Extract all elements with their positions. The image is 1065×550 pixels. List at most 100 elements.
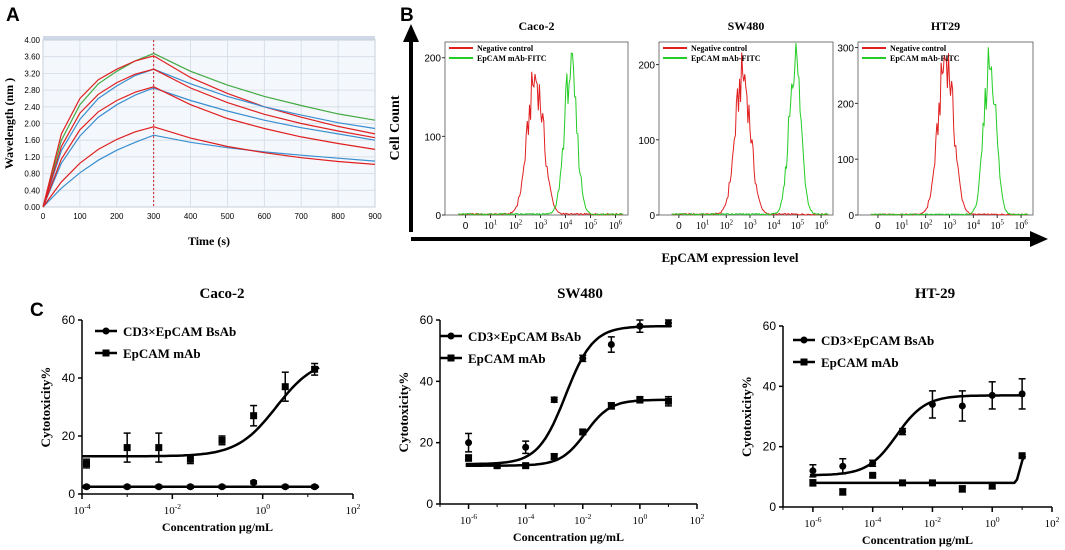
- x-tick-label: 10-6: [804, 515, 821, 530]
- cytotoxicity-y-label: Cytotoxicity%: [38, 367, 53, 448]
- y-tick-label: 60: [420, 313, 434, 327]
- arrow-head-up: [403, 24, 419, 42]
- legend-label: EpCAM mAb-FITC: [477, 54, 547, 63]
- legend-marker-square: [102, 349, 110, 357]
- x-tick-label: 100: [985, 515, 1000, 530]
- bsab-data-point: [155, 483, 163, 491]
- concentration-label: Concentration μg/mL: [162, 520, 273, 534]
- y-tick-label: 40: [763, 379, 777, 393]
- x-tick-label: 106: [814, 220, 828, 233]
- legend-label: EpCAM mAb: [123, 346, 201, 361]
- x-tick-label: 105: [584, 220, 598, 233]
- x-tick-label: 0: [875, 221, 881, 232]
- legend-marker-square: [447, 354, 455, 362]
- x-tick-label: 102: [690, 512, 705, 527]
- mab-data-point: [186, 455, 194, 463]
- concentration-label: Concentration μg/mL: [862, 533, 973, 547]
- series-line-6: [42, 86, 376, 208]
- bsab-data-point: [83, 483, 91, 491]
- mab-data-point: [218, 436, 226, 444]
- x-tick-label: 300: [147, 212, 161, 221]
- x-tick-label: 104: [967, 220, 981, 233]
- x-tick-label: 106: [609, 220, 623, 233]
- legend-label: EpCAM mAb: [821, 355, 899, 370]
- panel-label-c: C: [30, 300, 44, 321]
- legend-label: Negative control: [691, 44, 748, 53]
- x-tick-label: 400: [184, 212, 198, 221]
- x-tick-label: 103: [743, 220, 757, 233]
- x-tick-label: 102: [1045, 515, 1060, 530]
- bsab-data-point: [664, 319, 672, 327]
- mab-data-point: [311, 365, 319, 373]
- y-tick-label: 0.00: [24, 203, 40, 212]
- x-tick-label: 100: [73, 212, 87, 221]
- y-tick-label: 0.80: [24, 170, 40, 179]
- bsab-data-point: [928, 400, 936, 408]
- series-line-1: [42, 52, 376, 208]
- bsab-data-point: [123, 483, 131, 491]
- y-tick-label: 4.00: [24, 36, 40, 45]
- y-tick-label: 1.20: [24, 153, 40, 162]
- y-tick-label: 200: [424, 54, 441, 65]
- legend-label: CD3×EpCAM BsAb: [123, 324, 236, 339]
- x-tick-label: 100: [255, 502, 270, 517]
- mab-data-point: [899, 479, 907, 487]
- x-tick-label: 101: [484, 220, 497, 233]
- legend-label: EpCAM mAb-FITC: [691, 54, 761, 63]
- x-tick-label: 0: [676, 221, 682, 232]
- x-tick-label: 102: [509, 220, 523, 233]
- panel-label-b: B: [400, 5, 414, 26]
- mab-data-point: [83, 460, 91, 468]
- y-tick-label: 60: [62, 313, 76, 327]
- histogram-title: HT29: [931, 19, 960, 33]
- mab-data-point: [550, 452, 558, 460]
- x-tick-label: 10-4: [517, 512, 534, 527]
- series-line-4: [42, 68, 376, 208]
- y-tick-label: 40: [420, 374, 434, 388]
- y-tick-label: 300: [837, 44, 854, 55]
- y-tick-label: 2.40: [24, 103, 40, 112]
- y-tick-label: 200: [638, 61, 655, 72]
- y-tick-label: 3.60: [24, 53, 40, 62]
- mab-data-point: [250, 412, 258, 420]
- mab-data-point: [281, 383, 289, 391]
- x-tick-label: 105: [991, 220, 1005, 233]
- bsab-fit-curve: [465, 324, 672, 466]
- bsab-data-point: [839, 462, 847, 470]
- cytotoxicity-y-label: Cytotoxicity%: [396, 372, 411, 453]
- x-tick-label: 10-2: [164, 502, 181, 517]
- x-tick-label: 10-6: [460, 512, 477, 527]
- bsab-data-point: [809, 467, 817, 475]
- bsab-data-point: [550, 396, 558, 404]
- mab-data-point: [123, 444, 131, 452]
- y-tick-label: 100: [837, 155, 854, 166]
- bsab-data-point: [186, 483, 194, 491]
- x-tick-label: 200: [110, 212, 124, 221]
- x-tick-label: 10-2: [574, 512, 591, 527]
- x-tick-label: 104: [559, 220, 573, 233]
- y-tick-label: 20: [420, 436, 434, 450]
- x-tick-label: 102: [346, 502, 361, 517]
- y-tick-label: 20: [763, 440, 777, 454]
- mab-data-point: [839, 488, 847, 496]
- bsab-data-point: [958, 402, 966, 410]
- y-tick-label: 3.20: [24, 69, 40, 78]
- histogram-title: SW480: [728, 19, 765, 33]
- legend-label: EpCAM mAb: [468, 351, 546, 366]
- expression-level-label: EpCAM expression level: [662, 250, 799, 265]
- x-tick-label: 103: [943, 220, 957, 233]
- x-tick-label: 900: [368, 212, 382, 221]
- mab-data-point: [809, 479, 817, 487]
- mab-data-point: [155, 444, 163, 452]
- x-tick-label: 800: [331, 212, 345, 221]
- mab-data-point: [522, 462, 530, 470]
- legend-label: Negative control: [477, 44, 534, 53]
- legend-marker-circle: [800, 336, 808, 344]
- y-tick-label: 100: [638, 136, 655, 147]
- y-tick-label: 0: [848, 211, 854, 222]
- y-tick-label: 0: [435, 211, 441, 222]
- histogram-frame: [658, 41, 834, 216]
- x-tick-label: 103: [534, 220, 548, 233]
- legend-marker-circle: [102, 327, 110, 335]
- epcam-histogram: [458, 52, 624, 216]
